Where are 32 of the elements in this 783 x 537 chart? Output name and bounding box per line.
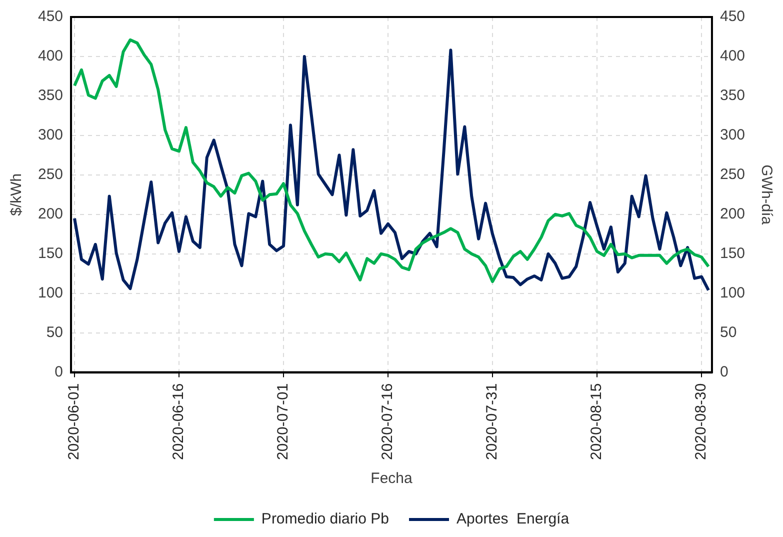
y2-tick-label: 250 (720, 166, 746, 184)
x-axis-title: Fecha (370, 470, 413, 488)
y-tick-label: 450 (38, 8, 64, 26)
y2-tick-label: 450 (720, 8, 746, 26)
x-tick-label: 2020-06-16 (170, 383, 188, 460)
y-tick-label: 250 (38, 166, 64, 184)
y-tick-label: 200 (38, 206, 64, 223)
y-tick-label: 300 (38, 126, 64, 144)
y2-axis-title: GWh-día (758, 164, 775, 226)
y-tick-label: 100 (38, 284, 64, 302)
y2-tick-label: 300 (720, 126, 746, 144)
legend-label: Promedio diario Pb (261, 510, 390, 528)
y-axis-title: $/kWh (8, 173, 26, 216)
y-tick-label: 350 (38, 87, 64, 104)
y2-tick-label: 400 (720, 48, 746, 65)
x-tick-label: 2020-07-16 (379, 383, 396, 460)
x-tick-label: 2020-07-01 (274, 383, 292, 460)
x-tick-label: 2020-08-30 (692, 383, 710, 460)
y-tick-label: 150 (38, 244, 64, 262)
y2-tick-label: 0 (720, 363, 728, 380)
y-tick-label: 400 (38, 48, 64, 65)
y2-tick-label: 350 (720, 87, 746, 104)
y2-tick-label: 50 (720, 324, 737, 341)
y2-tick-label: 200 (720, 206, 746, 223)
x-tick-label: 2020-08-15 (588, 383, 606, 460)
y2-tick-label: 150 (720, 244, 746, 262)
x-tick-label: 2020-07-31 (484, 383, 501, 460)
legend-label: Aportes Energía (456, 510, 570, 528)
y-tick-label: 0 (54, 363, 64, 380)
y-tick-label: 50 (46, 324, 64, 341)
y2-tick-label: 100 (720, 284, 746, 302)
x-tick-label: 2020-06-01 (66, 383, 83, 460)
